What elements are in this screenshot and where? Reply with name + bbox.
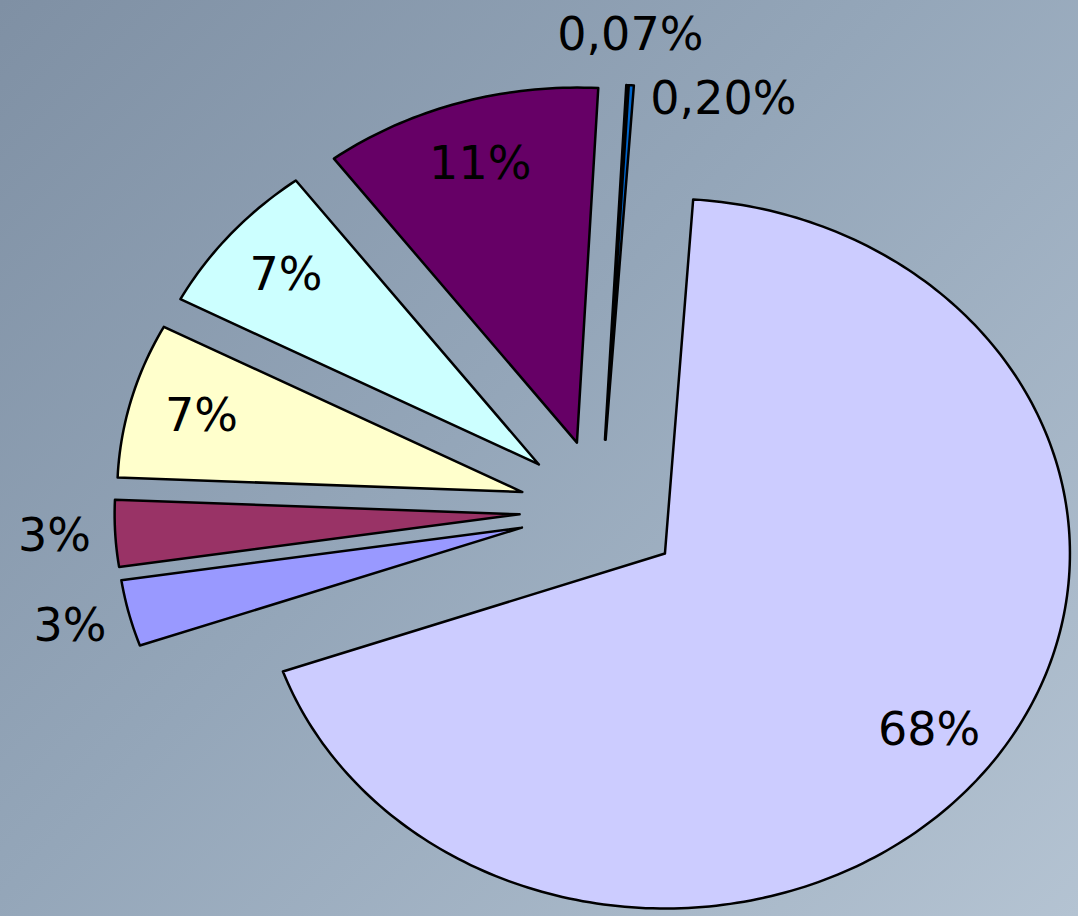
svg-text:0,20%: 0,20% bbox=[650, 71, 796, 125]
svg-text:7%: 7% bbox=[250, 247, 323, 301]
svg-text:11%: 11% bbox=[429, 136, 531, 190]
svg-text:3%: 3% bbox=[33, 598, 106, 652]
svg-text:3%: 3% bbox=[18, 508, 91, 562]
svg-text:68%: 68% bbox=[878, 702, 980, 756]
svg-text:0,07%: 0,07% bbox=[557, 7, 703, 61]
svg-text:7%: 7% bbox=[165, 388, 238, 442]
